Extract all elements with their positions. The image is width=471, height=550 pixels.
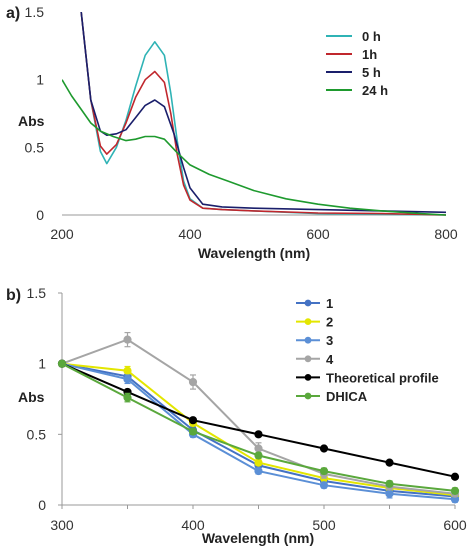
chart-a-y-tick-label: 1.5: [25, 4, 45, 20]
chart-a-series-4-line: [62, 79, 446, 216]
chart-a-series-3-line: [80, 12, 446, 214]
chart-a-x-tick-label: 200: [50, 226, 74, 242]
chart-b-legend-label: 1: [326, 296, 333, 311]
chart-b-point: [254, 458, 263, 467]
chart-b-y-tick-label: 1: [38, 356, 46, 372]
chart-b-legend-label: 3: [326, 333, 333, 348]
chart-b-point: [188, 377, 198, 387]
chart-a-legend-label: 0 h: [362, 29, 381, 44]
chart-a-y-tick-label: 0: [36, 207, 44, 223]
chart-b-legend-marker: [304, 299, 312, 307]
chart-b-point: [319, 481, 329, 490]
chart-b-x-tick-label: 500: [312, 517, 336, 533]
chart-b-point: [319, 466, 329, 476]
chart-b-legend-marker: [304, 374, 312, 381]
chart-b-point: [57, 359, 67, 368]
chart-b-legend-marker: [304, 318, 312, 325]
chart-a-x-tick-label: 400: [178, 226, 202, 242]
chart-b-point: [385, 489, 394, 498]
chart-b-y-tick-label: 0.5: [27, 426, 47, 442]
chart-b-series-3: [57, 359, 460, 504]
chart-b-legend-label: 4: [326, 352, 334, 367]
chart-b-legend-marker: [304, 392, 312, 400]
chart-b-legend-marker: [304, 336, 312, 344]
chart-b-ylabel: Abs: [18, 389, 45, 405]
panel-b-label: b): [6, 287, 21, 304]
chart-a-xlabel: Wavelength (nm): [198, 245, 310, 261]
chart-b-point: [188, 427, 198, 436]
chart-b-xlabel: Wavelength (nm): [202, 530, 314, 546]
chart-b-legend-label: Theoretical profile: [326, 370, 439, 385]
chart-a-ylabel: Abs: [18, 113, 45, 129]
chart-a-y-tick-label: 0.5: [25, 139, 45, 155]
chart-b-point: [254, 444, 263, 453]
chart-a-series-1-line: [80, 12, 446, 216]
chart-b-x-tick-label: 300: [50, 517, 74, 533]
chart-b-point: [385, 458, 394, 467]
chart-b-point: [254, 430, 263, 439]
chart-b-point: [254, 451, 263, 460]
chart-b-legend-marker: [304, 355, 312, 363]
chart-b-point: [123, 335, 132, 344]
panel-a-label: a): [6, 5, 20, 22]
chart-b-series-6: [57, 359, 460, 495]
chart-b-x-tick-label: 400: [181, 517, 205, 533]
chart-a-legend-label: 1h: [362, 47, 377, 62]
chart-a-legend-label: 5 h: [362, 65, 381, 80]
chart-b-point: [385, 479, 394, 488]
chart-b: b) Abs Wavelength (nm) 300 400 500 600 0 0.5 1…: [6, 285, 467, 546]
chart-a-y-tick-label: 1: [36, 72, 44, 88]
chart-b-point: [123, 393, 132, 402]
chart-a: a) Abs Wavelength (nm) 200 400 600 800 0 0.5 1…: [6, 4, 458, 261]
chart-a-legend-label: 24 h: [362, 83, 388, 98]
chart-b-legend-label: DHICA: [326, 389, 368, 404]
chart-b-y-tick-label: 0: [38, 497, 46, 513]
chart-b-point: [188, 416, 198, 425]
chart-a-series-2-line: [80, 12, 446, 216]
chart-b-point: [254, 466, 263, 476]
chart-b-point: [450, 472, 460, 481]
chart-b-point: [123, 375, 132, 384]
chart-a-x-tick-label: 800: [434, 226, 458, 242]
chart-b-legend-label: 2: [326, 315, 333, 330]
chart-b-point: [319, 444, 329, 453]
chart-b-point: [123, 366, 132, 375]
chart-b-point: [450, 486, 460, 495]
chart-b-x-tick-label: 600: [443, 517, 467, 533]
chart-a-x-tick-label: 600: [306, 226, 330, 242]
chart-b-y-tick-label: 1.5: [27, 285, 47, 301]
